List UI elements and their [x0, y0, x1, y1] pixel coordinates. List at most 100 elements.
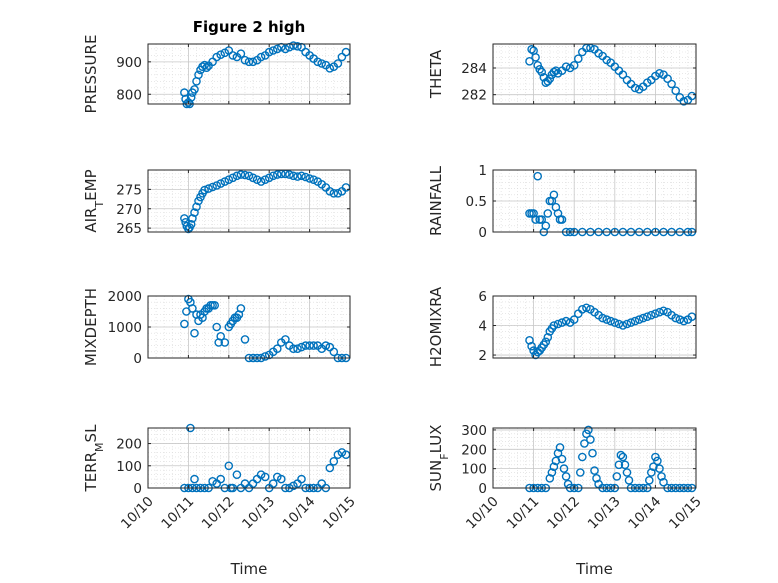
- data-point: [606, 316, 616, 326]
- data-point: [285, 170, 294, 179]
- data-point: [527, 45, 536, 54]
- y-tick-label: 0: [478, 225, 487, 241]
- data-point: [268, 46, 278, 55]
- data-point: [190, 208, 199, 217]
- data-point: [663, 74, 672, 83]
- y-axis-label: RAINFALL: [427, 165, 445, 236]
- y-tick-label: 900: [116, 55, 142, 71]
- data-point: [188, 214, 197, 223]
- y-axis-label: PRESSURE: [82, 35, 100, 114]
- data-point: [584, 425, 593, 435]
- y-tick-label: 100: [116, 459, 142, 475]
- y-axis-label: THETA: [427, 49, 445, 99]
- y-tick-label: 265: [116, 221, 142, 237]
- data-point: [630, 316, 640, 326]
- data-point: [602, 315, 612, 324]
- data-point: [236, 304, 246, 313]
- data-point: [309, 341, 318, 350]
- data-point: [549, 190, 559, 200]
- data-point: [618, 452, 628, 462]
- data-point: [543, 209, 553, 218]
- subplot-5: 2 4 6 H2OMIXRA: [427, 286, 697, 367]
- data-point: [588, 448, 597, 458]
- data-point: [309, 175, 318, 184]
- data-point: [553, 319, 563, 329]
- subplot-3: 0 0.5 1 RAINFALL: [427, 163, 697, 241]
- data-point: [561, 62, 571, 71]
- data-point: [190, 328, 199, 338]
- y-tick-label: 282: [461, 88, 487, 104]
- data-point: [675, 315, 685, 324]
- x-tick-label: 10/15: [666, 494, 705, 533]
- data-point: [578, 304, 587, 314]
- data-point: [580, 439, 589, 448]
- data-point: [618, 321, 628, 330]
- data-point: [186, 93, 196, 102]
- x-tick-label: 10/13: [585, 494, 624, 533]
- data-point: [541, 221, 551, 231]
- data-point: [200, 185, 209, 195]
- y-tick-label: 0: [478, 481, 487, 497]
- data-point: [208, 182, 217, 192]
- data-point: [592, 473, 601, 483]
- data-point: [268, 479, 278, 488]
- data-point: [325, 64, 335, 73]
- data-point: [545, 473, 555, 483]
- x-axis-label: Time: [230, 560, 268, 578]
- data-point: [569, 61, 579, 70]
- data-point: [337, 52, 347, 62]
- data-point: [313, 57, 323, 67]
- y-tick-label: 284: [461, 61, 487, 77]
- data-point: [321, 341, 331, 350]
- data-point: [232, 171, 242, 181]
- data-point: [614, 319, 624, 329]
- data-point: [333, 188, 343, 198]
- data-point: [616, 450, 626, 460]
- data-point: [289, 41, 298, 50]
- data-point: [293, 42, 302, 51]
- data-point: [622, 468, 632, 477]
- data-point: [289, 171, 298, 181]
- y-axis-label: MIXDEPTH: [82, 288, 100, 366]
- data-point: [671, 86, 681, 95]
- y-tick-label: 200: [461, 442, 487, 458]
- x-tick-label: 10/12: [544, 494, 583, 533]
- data-point: [272, 344, 282, 354]
- data-point: [620, 460, 630, 470]
- data-point: [653, 456, 662, 466]
- chart-title: Figure 2 high: [193, 18, 306, 36]
- data-point: [659, 306, 668, 316]
- data-point: [198, 62, 207, 71]
- data-point: [301, 172, 310, 182]
- data-point: [598, 313, 607, 323]
- data-point: [220, 177, 230, 186]
- data-point: [186, 219, 196, 229]
- subplot-6: 0 100 200 10/10 10/11 10/12 10/13 10/14 10/15 TER…: [82, 423, 359, 578]
- y-tick-label: 100: [461, 462, 487, 478]
- data-point: [537, 215, 547, 224]
- data-point: [224, 461, 234, 471]
- data-point: [647, 310, 656, 320]
- data-point: [289, 481, 298, 491]
- data-point: [281, 335, 290, 344]
- axes-background: [493, 296, 696, 358]
- data-point: [216, 50, 225, 60]
- data-point: [561, 316, 571, 326]
- data-point: [549, 462, 559, 472]
- data-point: [208, 476, 217, 486]
- y-tick-label: 4: [478, 319, 487, 335]
- data-point: [281, 44, 290, 54]
- data-point: [337, 448, 347, 457]
- data-point: [305, 341, 314, 350]
- x-axis-label: Time: [575, 560, 613, 578]
- data-point: [561, 472, 571, 481]
- y-tick-label: 270: [116, 202, 142, 218]
- data-point: [559, 464, 569, 473]
- data-point: [679, 316, 689, 326]
- data-point: [180, 214, 189, 223]
- data-point: [244, 171, 254, 181]
- data-point: [578, 452, 587, 462]
- x-tick-label: 10/11: [504, 494, 543, 533]
- data-point: [525, 57, 534, 66]
- data-point: [634, 315, 644, 324]
